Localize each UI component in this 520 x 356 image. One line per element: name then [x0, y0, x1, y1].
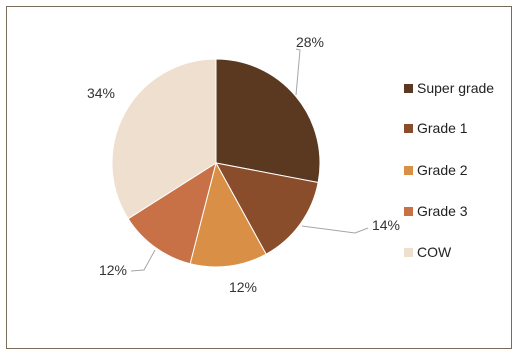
- legend-label: COW: [417, 244, 452, 260]
- legend: Super grade Grade 1 Grade 2 Grade 3 COW: [404, 80, 494, 260]
- data-label: 14%: [372, 217, 400, 233]
- legend-swatch: [404, 124, 413, 133]
- legend-label: Grade 3: [417, 203, 468, 219]
- legend-label: Grade 1: [417, 120, 468, 136]
- data-label: 12%: [229, 279, 257, 295]
- data-label: 12%: [99, 262, 127, 278]
- legend-swatch: [404, 248, 413, 257]
- pie-slice-super-grade: [216, 59, 320, 182]
- leader-line: [302, 226, 368, 233]
- legend-label: Grade 2: [417, 162, 468, 178]
- legend-label: Super grade: [417, 80, 494, 96]
- legend-swatch: [404, 207, 413, 216]
- data-label: 34%: [87, 85, 115, 101]
- leader-line: [131, 250, 155, 271]
- data-label: 28%: [296, 34, 324, 50]
- legend-swatch: [404, 166, 413, 175]
- leader-line: [296, 49, 300, 95]
- pie-slices: [112, 59, 320, 267]
- legend-swatch: [404, 84, 413, 93]
